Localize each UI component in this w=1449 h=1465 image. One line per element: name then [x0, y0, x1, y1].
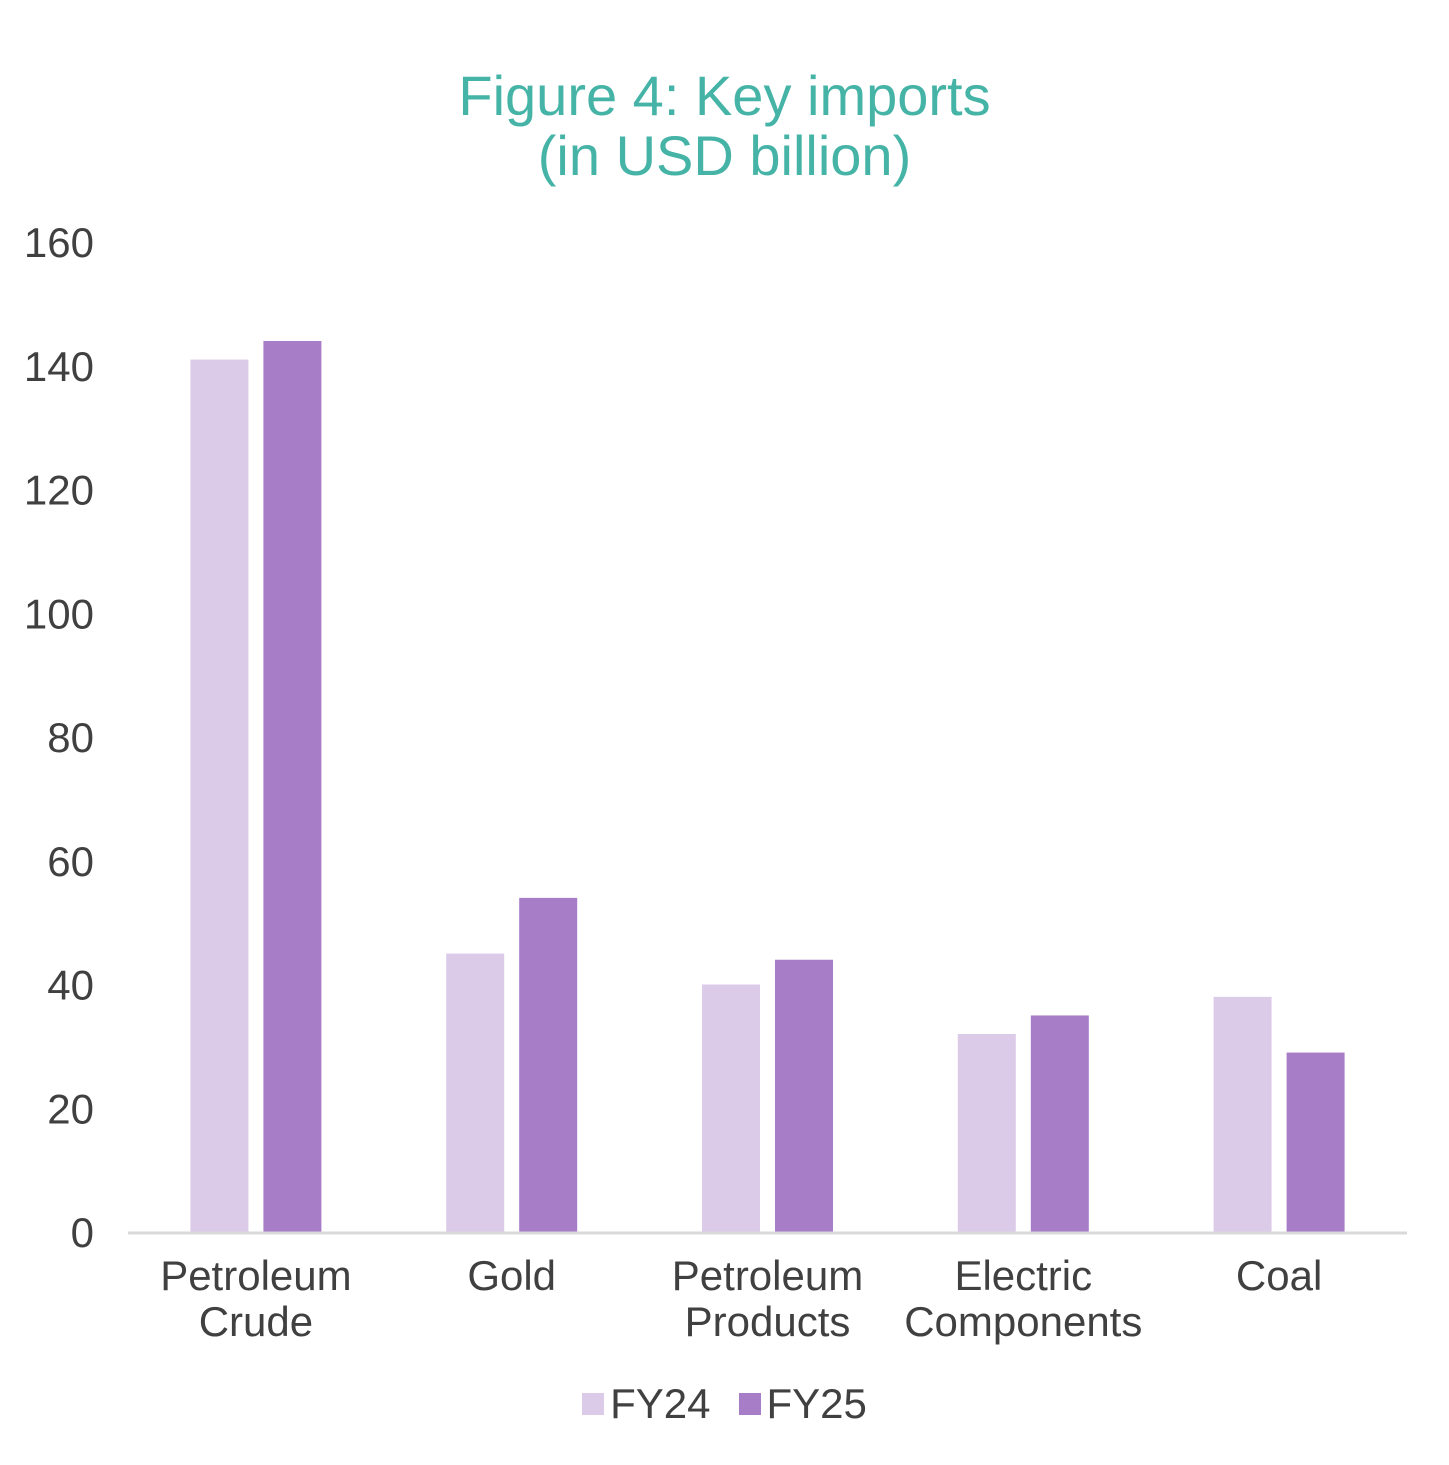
bar-fy24-gold	[446, 953, 505, 1232]
x-axis-labels: Petroleum Crude Gold Petroleum Products Elect…	[160, 1252, 1322, 1345]
bar-fy24-electric-components	[957, 1034, 1016, 1232]
bar-fy25-electric-components	[1030, 1015, 1089, 1232]
x-tick-label: Gold	[467, 1252, 556, 1299]
legend: FY24 FY25	[0, 1380, 1449, 1428]
legend-label-fy24: FY24	[610, 1380, 711, 1427]
y-tick-label: 20	[47, 1085, 94, 1132]
y-tick-label: 80	[47, 714, 94, 761]
y-tick-label: 60	[47, 838, 94, 885]
bar-fy24-petroleum-products	[702, 984, 760, 1232]
y-tick-label: 40	[47, 962, 94, 1009]
bar-fy24-coal	[1213, 996, 1272, 1232]
bar-fy25-gold	[519, 897, 578, 1232]
y-tick-label: 120	[24, 467, 94, 514]
bars	[190, 341, 1345, 1232]
x-tick-label: Petroleum Crude	[160, 1252, 351, 1345]
legend-swatch-fy24	[582, 1393, 605, 1415]
legend-item-fy24: FY24	[582, 1380, 711, 1428]
legend-item-fy25: FY25	[738, 1380, 867, 1428]
bar-fy25-coal	[1286, 1052, 1345, 1232]
x-tick-label: Petroleum Products	[672, 1252, 863, 1345]
chart-title-line-1: Figure 4: Key imports	[458, 64, 991, 127]
y-tick-label: 0	[71, 1209, 94, 1256]
bar-fy25-petroleum-products	[775, 959, 833, 1232]
x-tick-label: Electric Components	[904, 1252, 1142, 1345]
y-axis-ticks: 0 20 40 60 80 100 120 140 160	[24, 219, 94, 1256]
bar-fy25-petroleum-crude	[263, 341, 322, 1232]
bar-fy24-petroleum-crude	[190, 359, 249, 1232]
legend-swatch-fy25	[738, 1393, 761, 1415]
y-tick-label: 140	[24, 343, 94, 390]
y-tick-label: 160	[24, 219, 94, 266]
y-tick-label: 100	[24, 590, 94, 637]
x-tick-label: Coal	[1236, 1252, 1322, 1299]
chart-title-line-2: (in USD billion)	[537, 124, 912, 187]
legend-label-fy25: FY25	[766, 1380, 867, 1427]
chart-title: Figure 4: Key imports (in USD billion)	[0, 66, 1449, 186]
